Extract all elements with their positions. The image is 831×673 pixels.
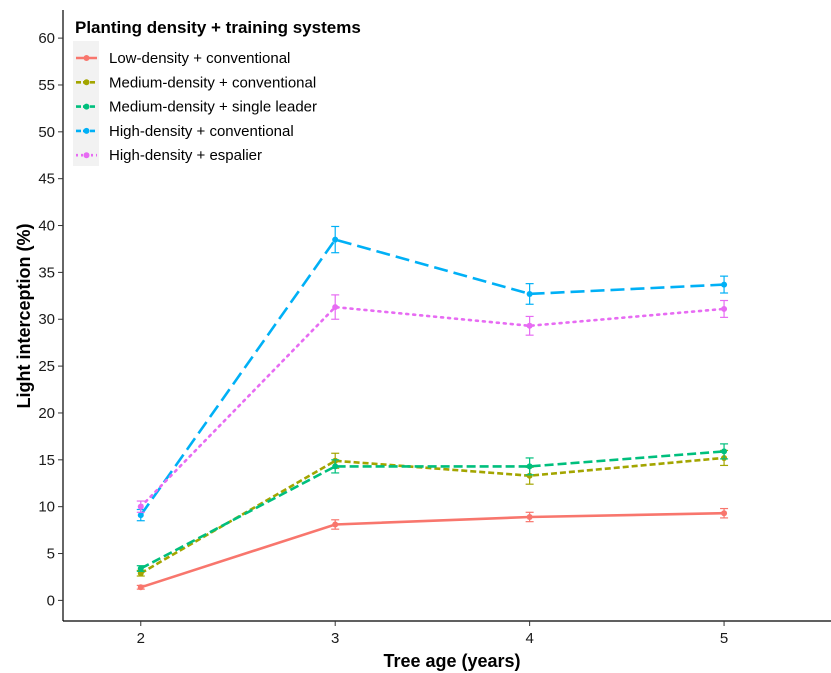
y-tick-label: 55 xyxy=(38,77,55,94)
data-point xyxy=(526,463,533,470)
y-tick-label: 10 xyxy=(38,499,55,516)
legend-item: Medium-density + single leader xyxy=(76,99,317,116)
data-point xyxy=(721,510,728,517)
legend-item: Medium-density + conventional xyxy=(76,74,316,91)
y-ticks: 0 5 10 15 20 25 30 35 40 45 50 55 60 xyxy=(38,30,63,609)
data-point xyxy=(137,503,144,510)
y-tick-label: 15 xyxy=(38,452,55,469)
legend-key-point xyxy=(83,103,90,110)
data-point xyxy=(137,584,144,591)
series-3 xyxy=(136,443,729,572)
series-line xyxy=(139,238,725,516)
legend-label: Medium-density + single leader xyxy=(109,99,317,116)
legend-key-point xyxy=(83,79,90,86)
legend-label: Low-density + conventional xyxy=(109,50,290,67)
legend-key-point xyxy=(83,152,90,159)
y-tick-label: 45 xyxy=(38,171,55,188)
data-point xyxy=(526,513,533,520)
y-tick-label: 0 xyxy=(47,592,55,609)
legend-title: Planting density + training systems xyxy=(75,18,361,37)
series-1 xyxy=(136,507,729,591)
data-point xyxy=(332,304,339,311)
x-tick-label: 5 xyxy=(720,630,728,647)
legend: Planting density + training systems Low-… xyxy=(73,18,361,166)
series-5 xyxy=(136,294,729,513)
x-tick-label: 2 xyxy=(137,630,145,647)
plot-area xyxy=(136,225,729,591)
data-point xyxy=(721,448,728,455)
series-line xyxy=(140,511,725,589)
legend-label: High-density + espalier xyxy=(109,147,262,164)
series-4 xyxy=(136,225,729,522)
y-tick-label: 60 xyxy=(38,30,55,47)
data-point xyxy=(721,281,728,288)
y-tick-label: 35 xyxy=(38,264,55,281)
data-point xyxy=(332,236,339,243)
data-point xyxy=(137,512,144,519)
legend-item: High-density + espalier xyxy=(76,147,262,164)
y-tick-label: 30 xyxy=(38,311,55,328)
y-tick-label: 50 xyxy=(38,124,55,141)
x-tick-label: 3 xyxy=(331,630,339,647)
data-point xyxy=(526,322,533,329)
y-tick-label: 5 xyxy=(47,546,55,563)
legend-item: Low-density + conventional xyxy=(76,50,290,67)
y-tick-label: 25 xyxy=(38,358,55,375)
x-axis-title: Tree age (years) xyxy=(383,651,520,671)
legend-item: High-density + conventional xyxy=(76,123,294,140)
x-ticks: 2 3 4 5 xyxy=(137,621,728,647)
legend-key-background xyxy=(73,41,99,166)
y-tick-label: 40 xyxy=(38,218,55,235)
series-2 xyxy=(136,449,729,577)
data-point xyxy=(526,290,533,297)
legend-key-point xyxy=(83,55,90,61)
data-point xyxy=(721,305,728,312)
data-point xyxy=(332,463,339,470)
data-point xyxy=(137,565,144,572)
legend-label: High-density + conventional xyxy=(109,123,294,140)
y-tick-label: 20 xyxy=(38,405,55,422)
data-point xyxy=(332,521,339,528)
legend-label: Medium-density + conventional xyxy=(109,74,316,91)
y-axis-title: Light interception (%) xyxy=(14,224,34,409)
series-line xyxy=(140,450,725,570)
axes xyxy=(62,10,831,622)
series-line xyxy=(139,305,726,509)
x-tick-label: 4 xyxy=(525,630,533,647)
legend-key-point xyxy=(83,127,90,134)
